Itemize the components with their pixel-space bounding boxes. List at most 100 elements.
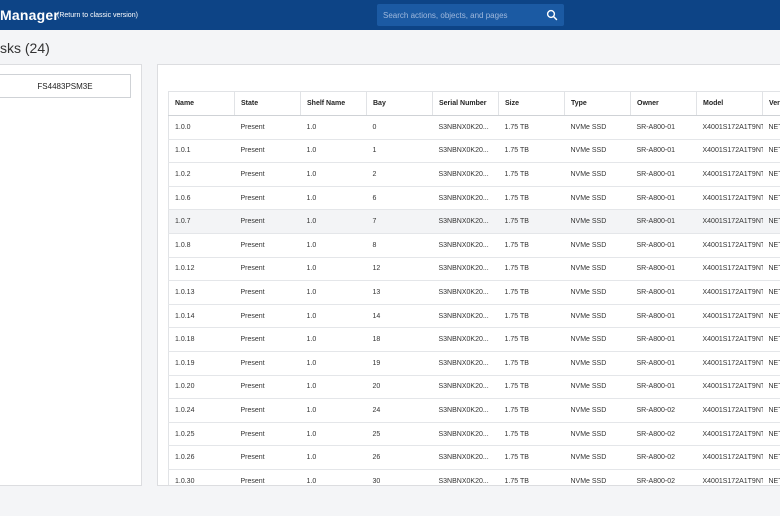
table-cell: S3NBNX0K20...: [432, 304, 499, 329]
table-cell: X4001S172A1T9NT: [696, 209, 763, 234]
table-cell: 8: [366, 233, 433, 258]
table-cell: 1.0.2: [168, 162, 235, 187]
table-cell: NET: [762, 375, 780, 400]
column-header-owner[interactable]: Owner: [630, 91, 697, 116]
table-cell: 1.75 TB: [498, 257, 565, 282]
table-cell: X4001S172A1T9NT: [696, 139, 763, 164]
table-cell: NET: [762, 257, 780, 282]
table-cell: 7: [366, 209, 433, 234]
table-row[interactable]: 1.0.30 Present 1.0 30 S3NBNX0K20... 1.75 TB NV…: [168, 469, 780, 485]
table-row[interactable]: 1.0.14 Present 1.0 14 S3NBNX0K20... 1.75 TB NV…: [168, 304, 780, 329]
table-cell: Present: [234, 280, 301, 305]
search-input[interactable]: [383, 8, 533, 22]
table-cell: X4001S172A1T9NT: [696, 327, 763, 352]
table-cell: 1.75 TB: [498, 327, 565, 352]
table-cell: NVMe SSD: [564, 162, 631, 187]
table-cell: 1.0: [300, 115, 367, 140]
table-row[interactable]: 1.0.20 Present 1.0 20 S3NBNX0K20... 1.75 TB NV…: [168, 375, 780, 400]
column-header-type[interactable]: Type: [564, 91, 631, 116]
table-cell: SR-A800-01: [630, 327, 697, 352]
table-cell: Present: [234, 233, 301, 258]
table-row[interactable]: 1.0.18 Present 1.0 18 S3NBNX0K20... 1.75 TB NV…: [168, 327, 780, 352]
table-cell: SR-A800-02: [630, 445, 697, 470]
table-cell: SR-A800-01: [630, 115, 697, 140]
table-cell: 1.0.26: [168, 445, 235, 470]
table-row[interactable]: 1.0.13 Present 1.0 13 S3NBNX0K20... 1.75 TB NV…: [168, 280, 780, 305]
table-cell: Present: [234, 209, 301, 234]
table-row[interactable]: 1.0.0 Present 1.0 0 S3NBNX0K20... 1.75 TB NVMe…: [168, 115, 780, 140]
table-row[interactable]: 1.0.25 Present 1.0 25 S3NBNX0K20... 1.75 TB NV…: [168, 422, 780, 447]
table-row[interactable]: 1.0.1 Present 1.0 1 S3NBNX0K20... 1.75 TB NVMe…: [168, 139, 780, 164]
table-cell: NET: [762, 186, 780, 211]
table-cell: 1.0.24: [168, 398, 235, 423]
table-row[interactable]: 1.0.19 Present 1.0 19 S3NBNX0K20... 1.75 TB NV…: [168, 351, 780, 376]
table-cell: SR-A800-01: [630, 209, 697, 234]
table-cell: S3NBNX0K20...: [432, 445, 499, 470]
column-header-ver[interactable]: Ver: [762, 91, 780, 116]
table-row[interactable]: 1.0.2 Present 1.0 2 S3NBNX0K20... 1.75 TB NVMe…: [168, 162, 780, 187]
search-icon[interactable]: [546, 9, 558, 21]
table-cell: SR-A800-02: [630, 422, 697, 447]
table-cell: 12: [366, 257, 433, 282]
global-search[interactable]: [377, 4, 564, 26]
page-title: sks (24): [0, 40, 50, 56]
table-cell: X4001S172A1T9NT: [696, 445, 763, 470]
column-header-size[interactable]: Size: [498, 91, 565, 116]
table-cell: SR-A800-01: [630, 351, 697, 376]
table-cell: 0: [366, 115, 433, 140]
table-cell: SR-A800-01: [630, 186, 697, 211]
column-header-state[interactable]: State: [234, 91, 301, 116]
table-cell: SR-A800-01: [630, 304, 697, 329]
table-cell: SR-A800-01: [630, 139, 697, 164]
table-row[interactable]: 1.0.12 Present 1.0 12 S3NBNX0K20... 1.75 TB NV…: [168, 257, 780, 282]
table-row[interactable]: 1.0.6 Present 1.0 6 S3NBNX0K20... 1.75 TB NVMe…: [168, 186, 780, 211]
table-cell: NVMe SSD: [564, 469, 631, 485]
node-item[interactable]: FS4483PSM3E: [0, 74, 131, 98]
table-row[interactable]: 1.0.26 Present 1.0 26 S3NBNX0K20... 1.75 TB NV…: [168, 445, 780, 470]
table-cell: NVMe SSD: [564, 257, 631, 282]
table-cell: 30: [366, 469, 433, 485]
table-cell: 1.0.6: [168, 186, 235, 211]
column-header-model[interactable]: Model: [696, 91, 763, 116]
table-cell: NET: [762, 351, 780, 376]
table-cell: 1.0: [300, 469, 367, 485]
column-header-serial-number[interactable]: Serial Number: [432, 91, 499, 116]
table-cell: 1.75 TB: [498, 280, 565, 305]
table-cell: NVMe SSD: [564, 375, 631, 400]
table-cell: X4001S172A1T9NT: [696, 304, 763, 329]
table-cell: 1.0.0: [168, 115, 235, 140]
table-cell: 19: [366, 351, 433, 376]
table-cell: NVMe SSD: [564, 445, 631, 470]
table-cell: 1.75 TB: [498, 233, 565, 258]
table-header-row: Name State Shelf Name Bay Serial Number Size T…: [168, 91, 780, 116]
table-cell: 1.0: [300, 186, 367, 211]
table-cell: NET: [762, 280, 780, 305]
page-footer-area: [0, 486, 780, 516]
table-cell: 1.75 TB: [498, 351, 565, 376]
table-row[interactable]: 1.0.8 Present 1.0 8 S3NBNX0K20... 1.75 TB NVMe…: [168, 233, 780, 258]
table-cell: NET: [762, 139, 780, 164]
table-row[interactable]: 1.0.24 Present 1.0 24 S3NBNX0K20... 1.75 TB NV…: [168, 398, 780, 423]
table-cell: 1.0: [300, 209, 367, 234]
table-cell: S3NBNX0K20...: [432, 257, 499, 282]
column-header-bay[interactable]: Bay: [366, 91, 433, 116]
table-cell: S3NBNX0K20...: [432, 209, 499, 234]
table-cell: Present: [234, 139, 301, 164]
table-cell: 1.75 TB: [498, 469, 565, 485]
table-row[interactable]: 1.0.7 Present 1.0 7 S3NBNX0K20... 1.75 TB NVMe…: [168, 209, 780, 234]
table-cell: 1.75 TB: [498, 186, 565, 211]
table-cell: 1.0: [300, 280, 367, 305]
column-header-name[interactable]: Name: [168, 91, 235, 116]
column-header-shelf-name[interactable]: Shelf Name: [300, 91, 367, 116]
table-cell: S3NBNX0K20...: [432, 327, 499, 352]
table-cell: X4001S172A1T9NT: [696, 257, 763, 282]
table-cell: 1.75 TB: [498, 445, 565, 470]
table-cell: 1.0: [300, 257, 367, 282]
return-to-classic-link[interactable]: (Return to classic version): [57, 12, 138, 19]
table-cell: 1.0: [300, 375, 367, 400]
table-cell: 1.0: [300, 445, 367, 470]
table-cell: NET: [762, 469, 780, 485]
table-cell: NVMe SSD: [564, 422, 631, 447]
table-cell: 1.0: [300, 162, 367, 187]
table-cell: 1.0: [300, 327, 367, 352]
